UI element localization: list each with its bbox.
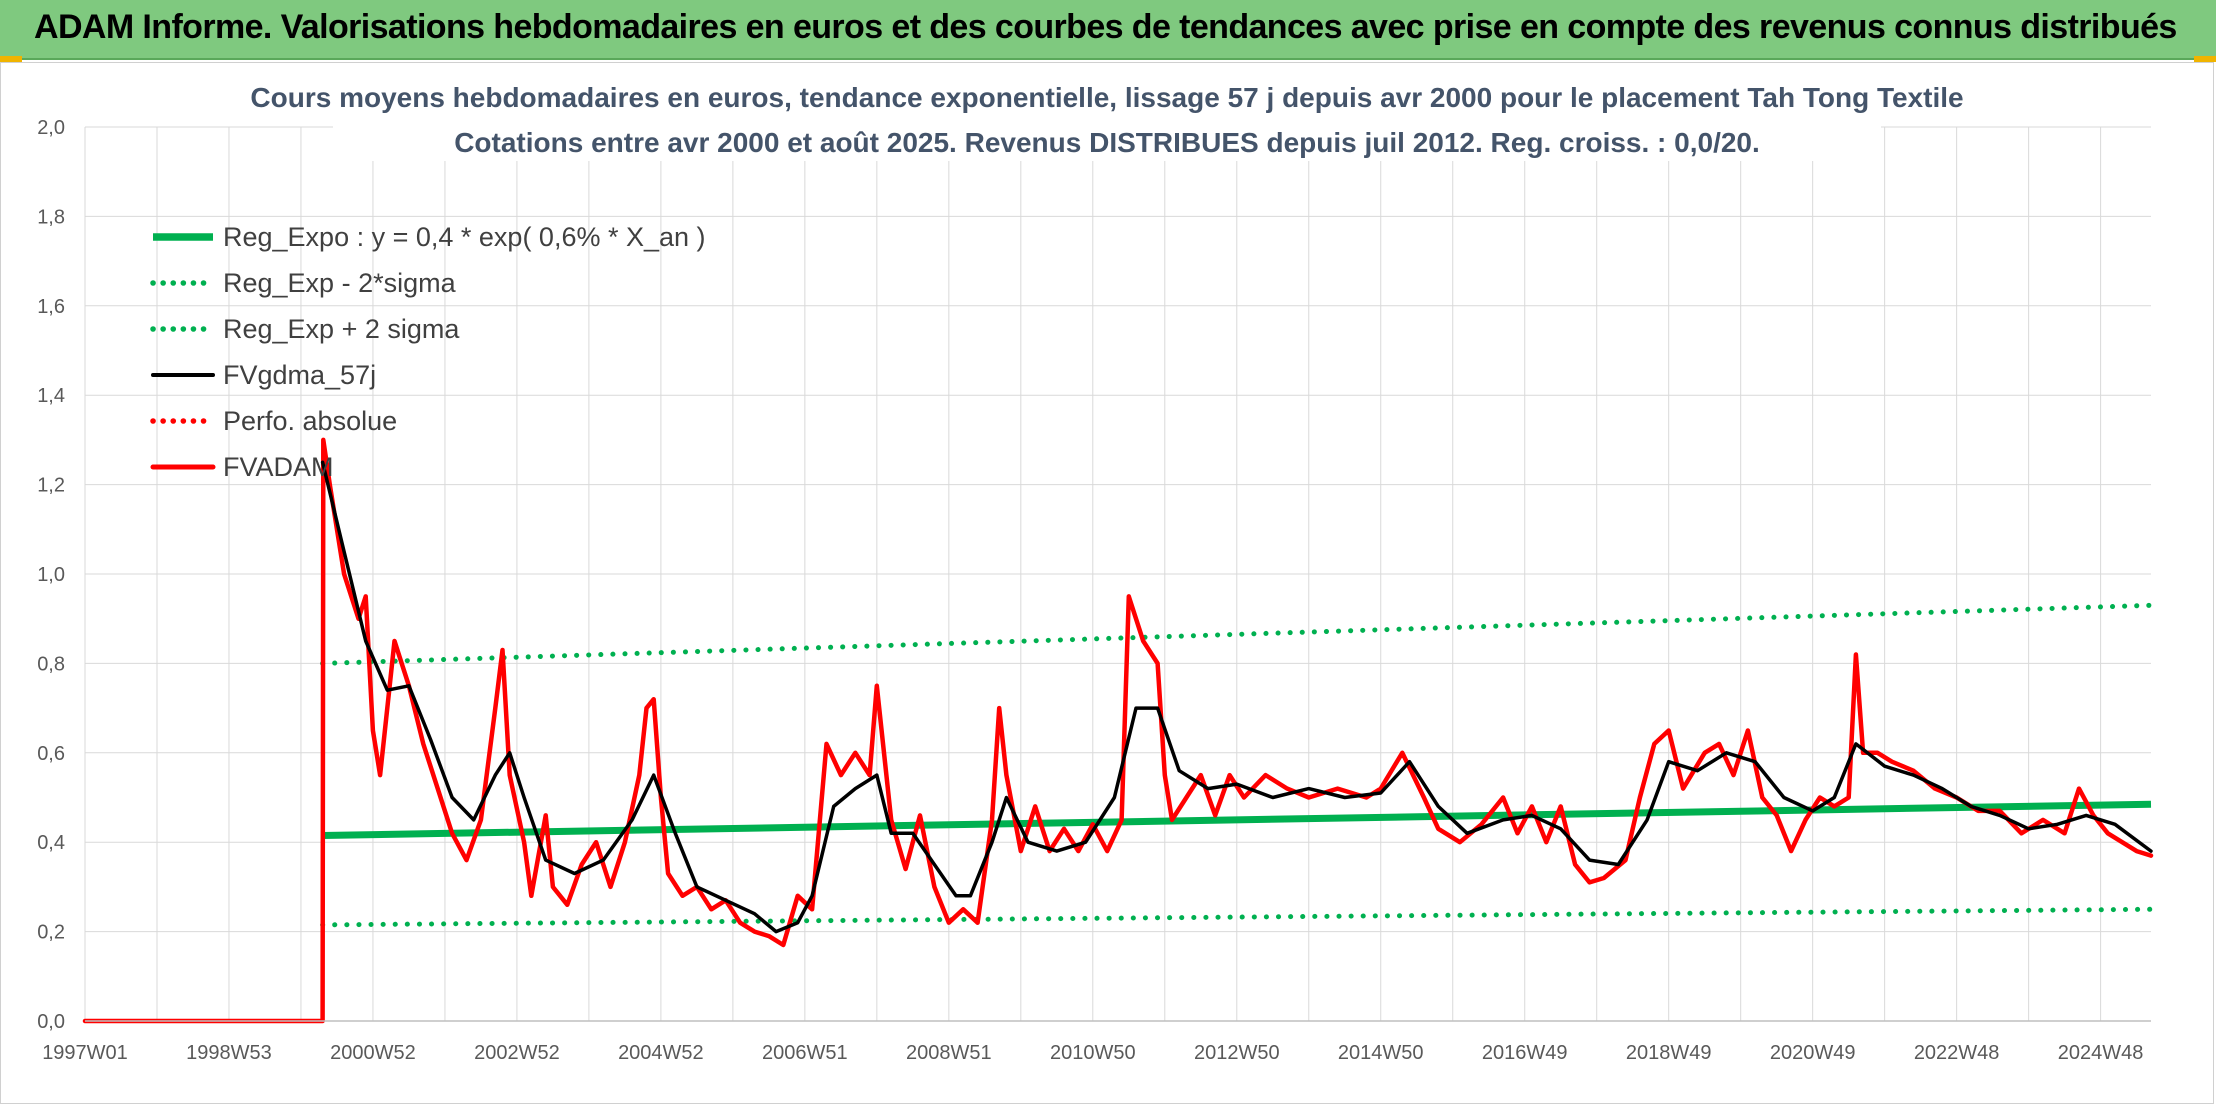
series-line-3 — [320, 460, 2153, 934]
y-axis: 0,0 0,2 0,4 0,6 0,8 1,0 1,2 1,4 1,6 1,8 2,0 — [37, 117, 65, 1033]
x-tick-label: 2000W52 — [330, 1042, 416, 1064]
y-tick-label: 1,0 — [37, 564, 65, 586]
x-tick-label: 2006W51 — [762, 1042, 848, 1064]
x-tick-label: 2016W49 — [1482, 1042, 1568, 1064]
chart-frame: Cours moyens hebdomadaires en euros, ten… — [0, 62, 2214, 1104]
y-tick-label: 1,6 — [37, 296, 65, 318]
y-tick-label: 2,0 — [37, 117, 65, 139]
chart-title: Cours moyens hebdomadaires en euros, ten… — [250, 82, 1963, 113]
chart-subtitle: Cotations entre avr 2000 et août 2025. R… — [454, 127, 1760, 158]
x-tick-label: 2020W49 — [1770, 1042, 1856, 1064]
x-tick-label: 2024W48 — [2058, 1042, 2144, 1064]
legend-label: Reg_Exp - 2*sigma — [223, 268, 457, 298]
x-tick-label: 2002W52 — [474, 1042, 560, 1064]
series-line-2 — [320, 602, 2154, 666]
legend-label: FVADAM — [223, 452, 334, 482]
x-axis: 1997W01 1998W53 2000W52 2002W52 2004W52 2006W… — [42, 1020, 2151, 1064]
x-tick-label: 2018W49 — [1626, 1042, 1712, 1064]
corner-accent-right — [2194, 56, 2216, 62]
y-tick-label: 0,0 — [37, 1011, 65, 1033]
x-tick-label: 2008W51 — [906, 1042, 992, 1064]
x-tick-label: 2012W50 — [1194, 1042, 1280, 1064]
page-title: ADAM Informe. Valorisations hebdomadaire… — [34, 8, 2177, 46]
x-tick-label: 1997W01 — [42, 1042, 128, 1064]
x-tick-label: 2004W52 — [618, 1042, 704, 1064]
y-tick-label: 0,6 — [37, 743, 65, 765]
legend-label: Perfo. absolue — [223, 406, 397, 436]
y-tick-label: 1,4 — [37, 385, 65, 407]
y-tick-label: 0,2 — [37, 922, 65, 944]
y-tick-label: 0,8 — [37, 653, 65, 675]
x-tick-label: 2014W50 — [1338, 1042, 1424, 1064]
chart: Cours moyens hebdomadaires en euros, ten… — [37, 69, 2154, 1064]
corner-accent-left — [0, 56, 22, 62]
header-bar: ADAM Informe. Valorisations hebdomadaire… — [0, 0, 2216, 60]
x-tick-label: 1998W53 — [186, 1042, 272, 1064]
series-line-5 — [82, 437, 2154, 1024]
legend-label: Reg_Exp + 2 sigma — [223, 314, 460, 344]
grid — [84, 126, 2151, 1022]
series-line-1 — [320, 906, 2154, 928]
y-tick-label: 0,4 — [37, 832, 65, 854]
title-background — [333, 69, 1881, 161]
legend: Reg_Expo : y = 0,4 * exp( 0,6% * X_an ) R… — [150, 222, 706, 482]
y-tick-label: 1,2 — [37, 475, 65, 497]
legend-label: Reg_Expo : y = 0,4 * exp( 0,6% * X_an ) — [223, 222, 706, 252]
y-tick-label: 1,8 — [37, 206, 65, 228]
x-tick-label: 2022W48 — [1914, 1042, 2000, 1064]
legend-label: FVgdma_57j — [223, 360, 376, 390]
x-tick-label: 2010W50 — [1050, 1042, 1136, 1064]
series-layer — [82, 437, 2154, 1024]
